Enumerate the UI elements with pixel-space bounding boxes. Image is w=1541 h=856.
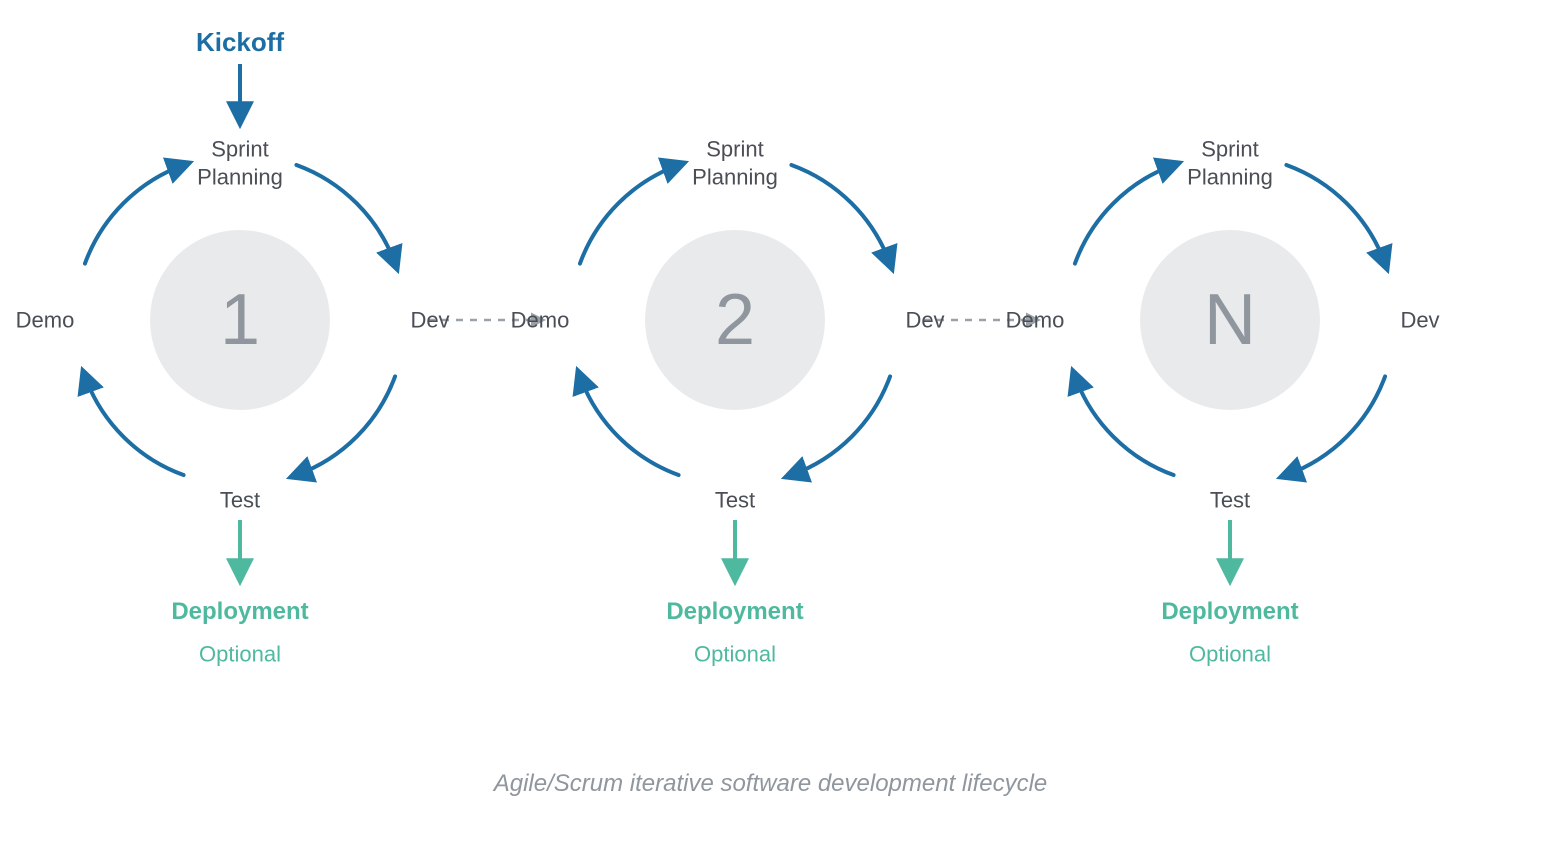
- cycle-arc-2-3: [1075, 165, 1174, 264]
- cycle-arc-1-3: [580, 165, 679, 264]
- cycle-arc-0-3: [85, 165, 184, 264]
- stage-top-0: Sprint Planning: [197, 136, 283, 191]
- cycle-arc-0-2: [85, 376, 184, 475]
- cycle-number-1: 2: [715, 280, 755, 360]
- deployment-label-0: Deployment: [171, 597, 308, 627]
- kickoff-label: Kickoff: [196, 26, 284, 59]
- cycle-arc-0-1: [296, 376, 395, 475]
- stage-bottom-0: Test: [220, 486, 260, 514]
- deployment-label-2: Deployment: [1161, 597, 1298, 627]
- cycle-arc-1-0: [791, 165, 890, 264]
- deployment-sublabel-2: Optional: [1189, 640, 1271, 668]
- cycle-arc-1-1: [791, 376, 890, 475]
- stage-top-1: Sprint Planning: [692, 136, 778, 191]
- cycle-arc-2-0: [1286, 165, 1385, 264]
- stage-top-2: Sprint Planning: [1187, 136, 1273, 191]
- cycle-number-2: N: [1204, 280, 1256, 360]
- stage-right-0: Dev: [410, 306, 449, 334]
- cycle-arc-2-1: [1286, 376, 1385, 475]
- stage-left-2: Demo: [1006, 306, 1065, 334]
- diagram-canvas: 1 2 N: [0, 0, 1541, 856]
- deployment-sublabel-1: Optional: [694, 640, 776, 668]
- diagram-caption: Agile/Scrum iterative software developme…: [494, 770, 1048, 798]
- stage-right-2: Dev: [1400, 306, 1439, 334]
- deployment-label-1: Deployment: [666, 597, 803, 627]
- stage-bottom-2: Test: [1210, 486, 1250, 514]
- stage-bottom-1: Test: [715, 486, 755, 514]
- stage-left-1: Demo: [511, 306, 570, 334]
- cycle-arc-0-0: [296, 165, 395, 264]
- deployment-sublabel-0: Optional: [199, 640, 281, 668]
- cycle-arc-2-2: [1075, 376, 1174, 475]
- stage-right-1: Dev: [905, 306, 944, 334]
- stage-left-0: Demo: [16, 306, 75, 334]
- cycle-number-0: 1: [220, 280, 260, 360]
- cycle-arc-1-2: [580, 376, 679, 475]
